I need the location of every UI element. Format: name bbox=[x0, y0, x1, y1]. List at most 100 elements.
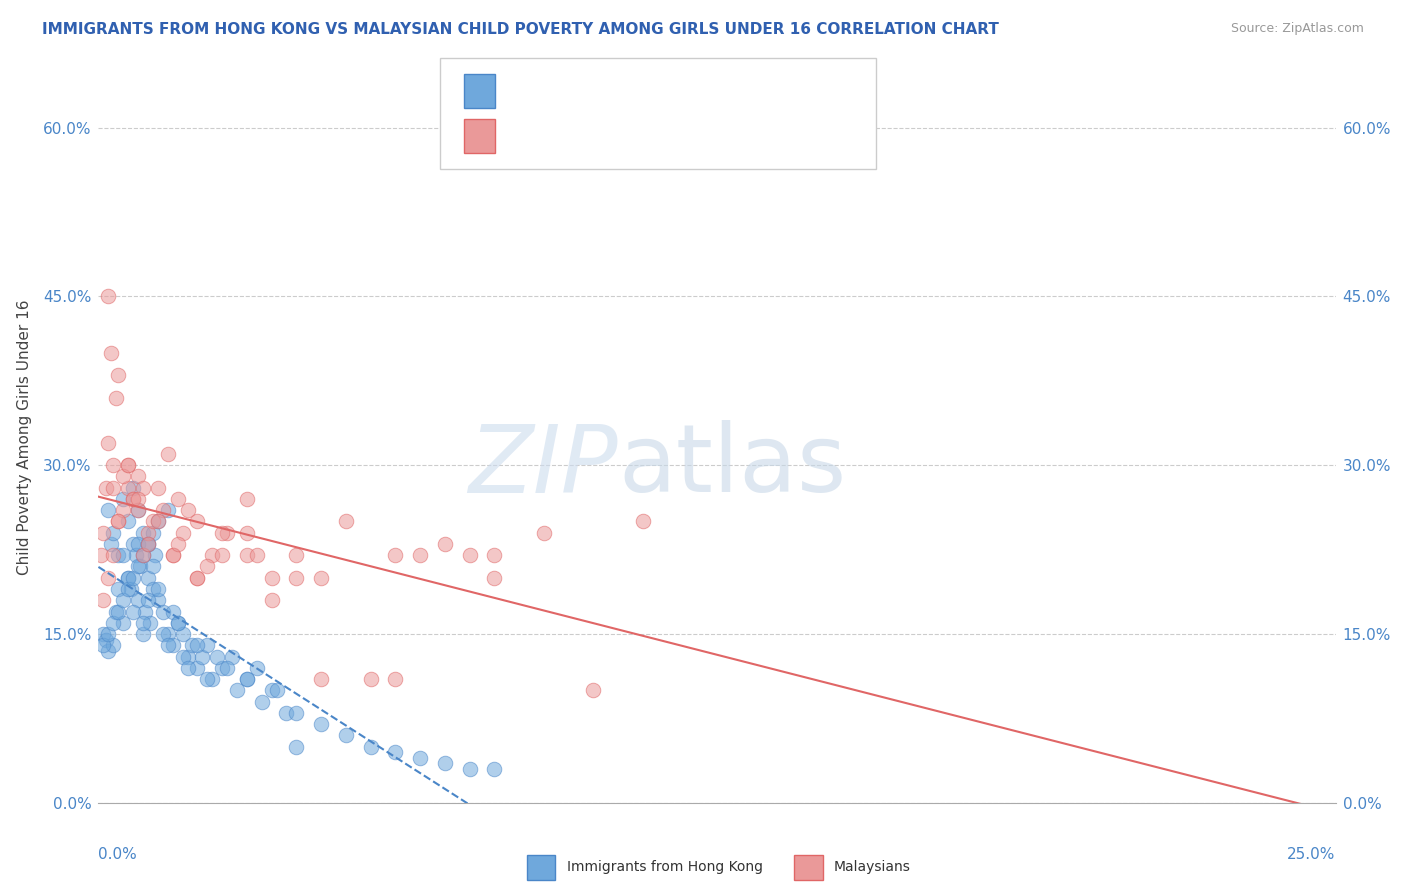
Point bbox=[112, 469, 135, 483]
Point bbox=[129, 559, 152, 574]
Point bbox=[260, 683, 283, 698]
Point bbox=[181, 638, 204, 652]
Point bbox=[97, 289, 120, 303]
Point bbox=[103, 458, 125, 473]
Text: 70: 70 bbox=[748, 128, 773, 145]
Point bbox=[127, 491, 149, 506]
Point bbox=[103, 525, 125, 540]
Point bbox=[124, 548, 146, 562]
Point bbox=[127, 559, 149, 574]
Point bbox=[458, 762, 481, 776]
Point bbox=[384, 745, 406, 759]
Text: Source: ZipAtlas.com: Source: ZipAtlas.com bbox=[1230, 22, 1364, 36]
Point bbox=[221, 649, 243, 664]
Point bbox=[103, 481, 125, 495]
Point bbox=[484, 548, 506, 562]
Point bbox=[250, 694, 273, 708]
Text: R =: R = bbox=[506, 128, 557, 145]
Point bbox=[104, 391, 127, 405]
Point bbox=[107, 582, 129, 596]
Point bbox=[156, 627, 179, 641]
Point bbox=[582, 683, 605, 698]
Point bbox=[132, 481, 155, 495]
Point bbox=[97, 503, 120, 517]
Point bbox=[142, 559, 165, 574]
Point bbox=[384, 548, 406, 562]
Point bbox=[122, 571, 145, 585]
Point bbox=[246, 661, 269, 675]
Point bbox=[112, 615, 135, 630]
Point bbox=[93, 525, 115, 540]
Point bbox=[166, 537, 188, 551]
Point bbox=[285, 548, 308, 562]
Text: atlas: atlas bbox=[619, 420, 846, 512]
Point bbox=[260, 571, 283, 585]
Text: IMMIGRANTS FROM HONG KONG VS MALAYSIAN CHILD POVERTY AMONG GIRLS UNDER 16 CORREL: IMMIGRANTS FROM HONG KONG VS MALAYSIAN C… bbox=[42, 22, 1000, 37]
Point bbox=[107, 605, 129, 619]
Point bbox=[236, 491, 259, 506]
Point bbox=[122, 491, 145, 506]
Point bbox=[112, 503, 135, 517]
Point bbox=[236, 672, 259, 686]
Point bbox=[132, 627, 155, 641]
Point bbox=[360, 672, 382, 686]
Point bbox=[152, 627, 174, 641]
Point bbox=[166, 615, 188, 630]
Point bbox=[142, 515, 165, 529]
Point bbox=[103, 548, 125, 562]
Point bbox=[236, 672, 259, 686]
Point bbox=[93, 638, 115, 652]
Point bbox=[309, 717, 332, 731]
Point bbox=[276, 706, 298, 720]
Point bbox=[433, 537, 456, 551]
Point bbox=[195, 672, 218, 686]
Point bbox=[236, 548, 259, 562]
Point bbox=[103, 638, 125, 652]
Point bbox=[217, 525, 239, 540]
Point bbox=[201, 548, 224, 562]
Point bbox=[433, 756, 456, 771]
Point bbox=[112, 548, 135, 562]
Point bbox=[176, 661, 198, 675]
Point bbox=[122, 481, 145, 495]
Point bbox=[112, 593, 135, 607]
Point bbox=[97, 571, 120, 585]
Point bbox=[136, 593, 159, 607]
Point bbox=[136, 537, 159, 551]
Point bbox=[136, 537, 159, 551]
Point bbox=[136, 571, 159, 585]
Point bbox=[117, 571, 139, 585]
Point bbox=[93, 627, 115, 641]
Point bbox=[132, 548, 155, 562]
Point bbox=[94, 632, 117, 647]
Point bbox=[117, 458, 139, 473]
Point bbox=[122, 605, 145, 619]
Point bbox=[132, 615, 155, 630]
Point bbox=[97, 435, 120, 450]
Text: 25.0%: 25.0% bbox=[1288, 847, 1336, 863]
Point bbox=[166, 491, 188, 506]
Point bbox=[260, 593, 283, 607]
Text: Malaysians: Malaysians bbox=[834, 860, 911, 874]
Point bbox=[191, 649, 214, 664]
Point bbox=[409, 751, 432, 765]
Point bbox=[195, 559, 218, 574]
Point bbox=[143, 548, 166, 562]
Point bbox=[162, 638, 184, 652]
Point bbox=[152, 605, 174, 619]
Point bbox=[246, 548, 269, 562]
Point bbox=[103, 615, 125, 630]
Point bbox=[186, 661, 208, 675]
Point bbox=[117, 458, 139, 473]
Point bbox=[122, 537, 145, 551]
Point bbox=[132, 525, 155, 540]
Text: N =: N = bbox=[709, 128, 748, 145]
Point bbox=[156, 503, 179, 517]
Point bbox=[156, 447, 179, 461]
Point bbox=[112, 491, 135, 506]
Point bbox=[266, 683, 288, 698]
Point bbox=[211, 525, 233, 540]
Point bbox=[127, 503, 149, 517]
Point bbox=[384, 672, 406, 686]
Point bbox=[285, 706, 308, 720]
